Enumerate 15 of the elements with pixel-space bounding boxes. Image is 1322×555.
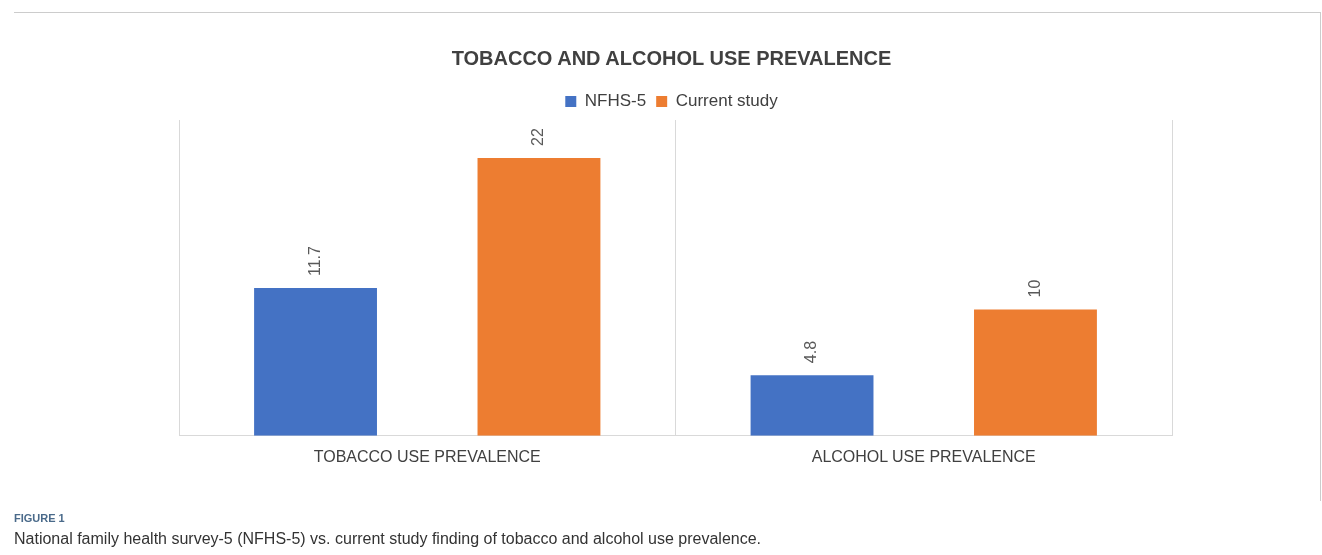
bar (254, 288, 377, 436)
bar (477, 157, 601, 436)
bar (750, 375, 874, 436)
legend-label: Current study (675, 91, 779, 111)
caption: FIGURE 1 (14, 512, 66, 524)
legend-label: NFHS-5 (584, 91, 647, 111)
x-tick-label: ALCOHOL USE PREVALENCE (811, 447, 1036, 465)
bar (974, 309, 1097, 436)
data-label: 11.7 (305, 245, 323, 277)
data-label: 22 (529, 128, 547, 146)
x-tick-label: TOBACCO USE PREVALENCE (313, 447, 541, 465)
text: National family health survey-5 (NFHS-5) vs. current study finding of tobacco and alcohol use prevalence. (14, 530, 762, 548)
data-label: 10 (1025, 279, 1043, 298)
data-label: 4.8 (802, 340, 820, 364)
chart-title: TOBACCO AND ALCOHOL USE PREVALENCE (451, 46, 892, 69)
